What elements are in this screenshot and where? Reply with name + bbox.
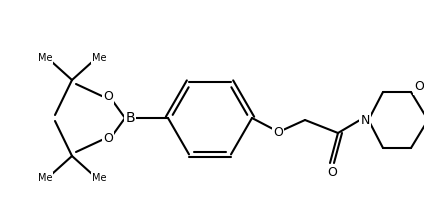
Text: O: O (273, 126, 283, 139)
Text: O: O (103, 90, 113, 103)
Text: N: N (360, 114, 370, 126)
Text: O: O (327, 167, 337, 180)
Text: O: O (414, 81, 424, 94)
Text: Me: Me (38, 53, 52, 63)
Text: Me: Me (92, 173, 106, 183)
Text: Me: Me (38, 173, 52, 183)
Text: O: O (103, 132, 113, 145)
Text: Me: Me (92, 53, 106, 63)
Text: B: B (125, 111, 135, 125)
